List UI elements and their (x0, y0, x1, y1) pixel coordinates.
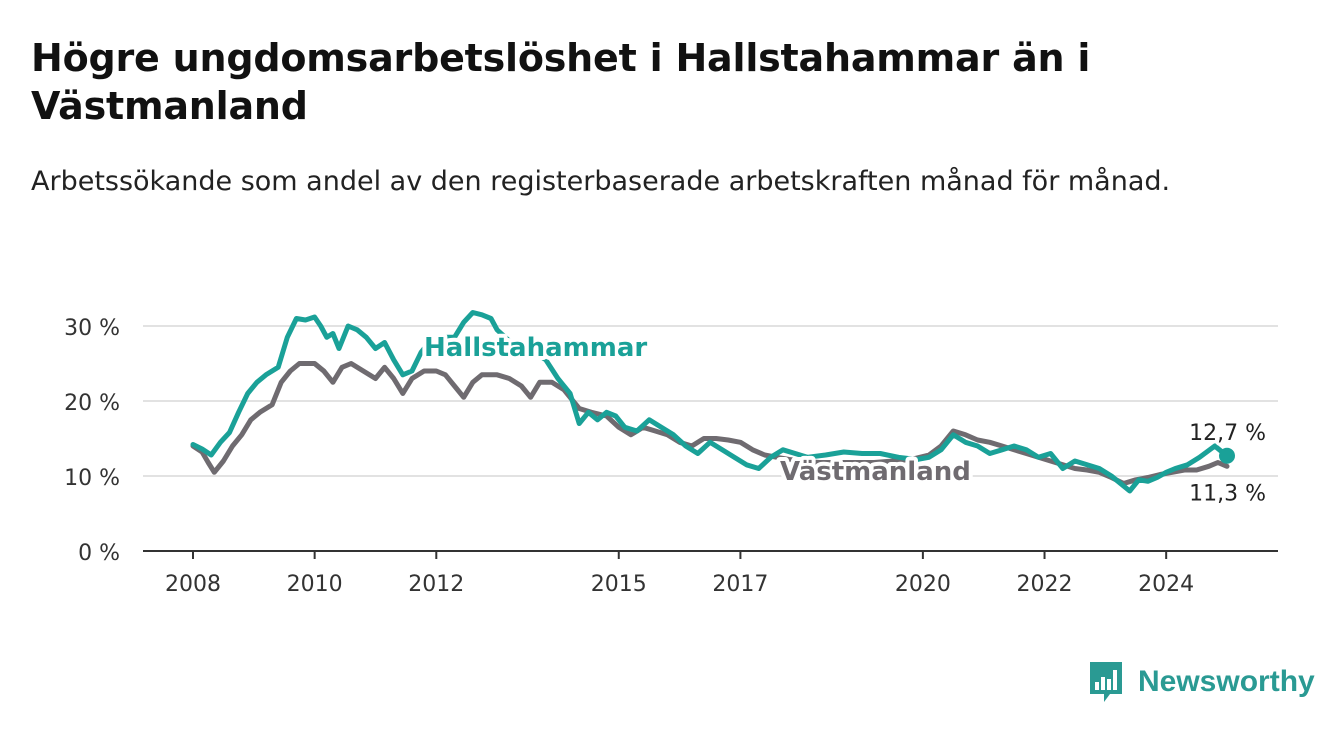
bar-chart-logo-icon (1090, 662, 1122, 702)
x-tick-label: 2008 (165, 572, 221, 597)
end-value-label-vastmanland: 11,3 % (1189, 481, 1266, 506)
series-line-hallstahammar (190, 310, 1230, 494)
x-tick-label: 2010 (287, 572, 343, 597)
y-tick-label: 0 % (78, 541, 120, 566)
y-tick-label: 30 % (64, 316, 120, 341)
end-value-label-hallstahammar-halo: 12,7 % (1189, 421, 1266, 446)
x-tick-label: 2015 (591, 572, 647, 597)
brand-name: Newsworthy (1138, 665, 1315, 698)
x-tick-label: 2017 (712, 572, 768, 597)
x-tick-label: 2022 (1017, 572, 1073, 597)
series-end-marker (1219, 447, 1235, 464)
series-label-vastmanland-halo: Västmanland (780, 457, 971, 487)
y-tick-label: 10 % (64, 466, 120, 491)
x-tick-label: 2020 (895, 572, 951, 597)
end-value-label-vastmanland-halo: 11,3 % (1189, 481, 1266, 506)
series-label-vastmanland: Västmanland (780, 457, 971, 487)
chart-title: Högre ungdomsarbetslöshet i Hallstahamma… (31, 36, 1091, 128)
series-label-hallstahammar-halo: Hallstahammar (424, 333, 647, 363)
y-tick-label: 20 % (64, 391, 120, 416)
series-label-hallstahammar: Hallstahammar (424, 333, 647, 363)
chart-subtitle: Arbetssökande som andel av den registerb… (31, 166, 1171, 197)
x-tick-label: 2012 (408, 572, 464, 597)
x-tick-label: 2024 (1138, 572, 1194, 597)
brand-logo[interactable]: Newsworthy (1088, 660, 1315, 704)
end-value-label-hallstahammar: 12,7 % (1189, 421, 1266, 446)
line-chart: 0 % 10 % 20 % 30 % 2008 2010 2012 2015 2017 2020 2… (64, 310, 1278, 597)
